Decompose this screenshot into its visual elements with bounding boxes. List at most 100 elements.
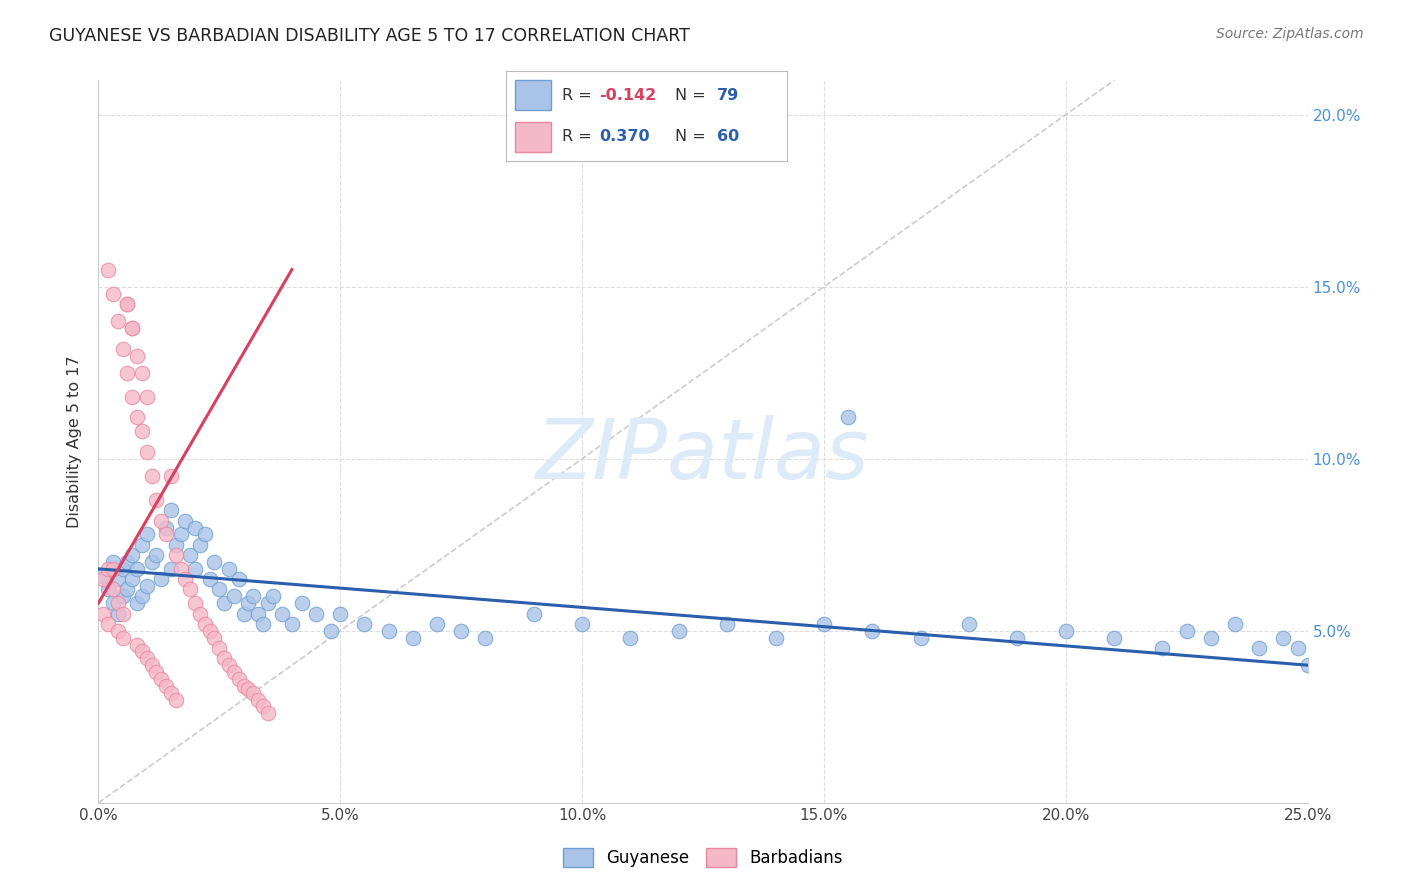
Point [117, 366, 139, 380]
Point [377, 624, 399, 638]
Point [91, 572, 114, 586]
Point [155, 679, 177, 693]
Point [179, 548, 201, 562]
Point [910, 631, 932, 645]
Point [107, 572, 129, 586]
Point [165, 538, 187, 552]
Point [101, 582, 124, 597]
Point [523, 607, 546, 621]
Text: 60: 60 [717, 129, 740, 145]
Point [111, 631, 134, 645]
Point [716, 616, 738, 631]
Point [247, 692, 270, 706]
Point [571, 616, 593, 631]
Point [256, 706, 278, 721]
Point [837, 410, 859, 425]
Point [127, 410, 149, 425]
Point [204, 631, 226, 645]
Point [242, 686, 264, 700]
Point [222, 590, 245, 604]
Point [222, 665, 245, 679]
Point [131, 538, 153, 552]
Point [150, 572, 173, 586]
Point [117, 582, 139, 597]
Point [145, 493, 167, 508]
Point [155, 527, 177, 541]
Point [97, 262, 120, 277]
Point [194, 616, 217, 631]
Point [353, 616, 375, 631]
Point [101, 596, 124, 610]
Point [117, 555, 139, 569]
Point [160, 469, 183, 483]
Point [101, 286, 124, 301]
Point [145, 548, 167, 562]
Point [262, 590, 284, 604]
Point [107, 596, 129, 610]
Text: R =: R = [562, 88, 598, 103]
Point [329, 607, 352, 621]
Legend: Guyanese, Barbadians: Guyanese, Barbadians [557, 841, 849, 874]
Point [121, 572, 143, 586]
Point [141, 469, 163, 483]
Point [169, 527, 191, 541]
Point [179, 582, 201, 597]
Point [91, 607, 114, 621]
Point [1007, 631, 1029, 645]
Text: GUYANESE VS BARBADIAN DISABILITY AGE 5 TO 17 CORRELATION CHART: GUYANESE VS BARBADIAN DISABILITY AGE 5 T… [49, 27, 690, 45]
Point [1175, 624, 1198, 638]
Point [131, 644, 153, 658]
Point [141, 658, 163, 673]
Point [619, 631, 641, 645]
Y-axis label: Disability Age 5 to 17: Disability Age 5 to 17 [67, 355, 83, 528]
Point [107, 607, 129, 621]
Point [121, 390, 143, 404]
Point [232, 607, 254, 621]
Point [194, 527, 217, 541]
Point [247, 607, 270, 621]
Point [111, 562, 134, 576]
Text: ZIPatlas: ZIPatlas [536, 416, 870, 497]
Point [208, 640, 231, 655]
Point [198, 624, 221, 638]
Point [228, 672, 250, 686]
FancyBboxPatch shape [515, 122, 551, 152]
Point [91, 568, 114, 582]
Point [290, 596, 312, 610]
Point [145, 665, 167, 679]
Point [111, 342, 134, 356]
Point [101, 562, 124, 576]
Point [1223, 616, 1246, 631]
Point [111, 607, 134, 621]
Point [101, 555, 124, 569]
Point [271, 607, 294, 621]
Point [165, 548, 187, 562]
Point [117, 297, 139, 311]
Point [474, 631, 496, 645]
Point [160, 686, 183, 700]
Point [1102, 631, 1125, 645]
Point [1054, 624, 1077, 638]
Point [150, 672, 173, 686]
Point [402, 631, 425, 645]
Point [204, 555, 226, 569]
Point [238, 682, 260, 697]
Point [238, 596, 260, 610]
Point [121, 548, 143, 562]
Text: Source: ZipAtlas.com: Source: ZipAtlas.com [1216, 27, 1364, 41]
Point [184, 520, 207, 534]
Point [131, 366, 153, 380]
Point [1286, 640, 1309, 655]
Point [165, 692, 187, 706]
Text: N =: N = [675, 129, 711, 145]
Point [127, 562, 149, 576]
Point [765, 631, 787, 645]
Point [160, 562, 183, 576]
Text: -0.142: -0.142 [599, 88, 657, 103]
Point [184, 562, 207, 576]
Point [208, 582, 231, 597]
Point [252, 699, 274, 714]
Point [305, 607, 328, 621]
Point [1296, 658, 1319, 673]
Point [1152, 640, 1174, 655]
